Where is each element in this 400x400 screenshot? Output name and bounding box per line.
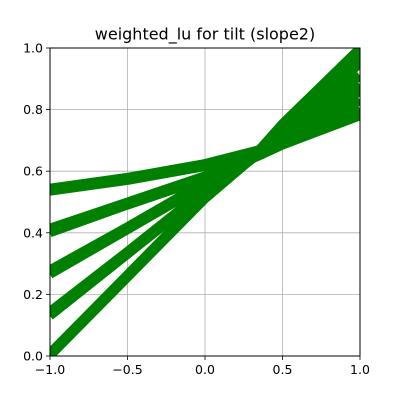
x-tick-label: 1.0 — [350, 362, 370, 377]
chart-title: weighted_lu for tilt (slope2) — [95, 25, 315, 45]
x-tick-label: 0.5 — [273, 362, 293, 377]
y-tick-label: 1.0 — [23, 41, 43, 56]
y-tick-label: 0.8 — [23, 102, 43, 117]
y-tick-label: 0.6 — [23, 164, 43, 179]
x-tick-label: −1.0 — [35, 362, 65, 377]
series-group — [50, 48, 360, 356]
y-tick-label: 0.2 — [23, 287, 43, 302]
series-line-10 — [50, 48, 360, 356]
series-lines — [50, 48, 360, 356]
x-tick-label: −0.5 — [112, 362, 142, 377]
y-tick-label: 0.4 — [23, 225, 43, 240]
x-axis: −1.0 −0.5 0.0 0.5 1.0 — [35, 356, 370, 377]
y-tick-label: 0.0 — [23, 349, 43, 364]
x-tick-label: 0.0 — [195, 362, 215, 377]
y-axis: 0.0 0.2 0.4 0.6 0.8 1.0 — [23, 41, 50, 364]
